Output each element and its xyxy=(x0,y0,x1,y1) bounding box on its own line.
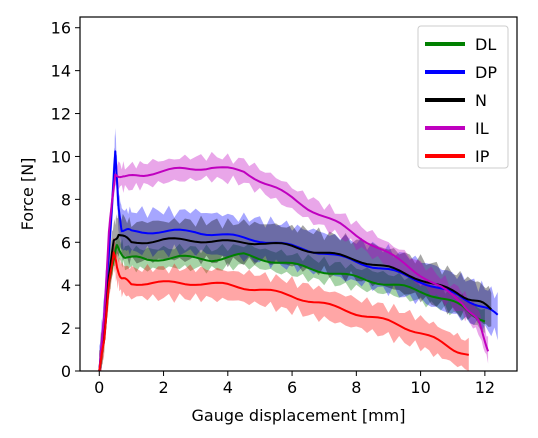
band-il xyxy=(99,151,489,371)
line-n xyxy=(98,233,492,372)
line-dp xyxy=(98,150,499,372)
plot-frame xyxy=(79,16,518,372)
line-ip xyxy=(98,251,469,372)
legend-label-il: IL xyxy=(475,119,489,138)
x-tick-label: 8 xyxy=(351,378,361,397)
y-tick-label: 2 xyxy=(61,319,71,338)
y-tick-label: 14 xyxy=(51,62,71,81)
y-tick-label: 16 xyxy=(51,19,71,38)
legend-label-ip: IP xyxy=(475,147,490,166)
y-tick-label: 4 xyxy=(61,276,71,295)
confidence-bands xyxy=(99,128,498,371)
legend-label-dp: DP xyxy=(475,63,497,82)
legend-box xyxy=(417,25,509,169)
y-tick-label: 0 xyxy=(61,362,71,381)
y-axis-label: Force [N] xyxy=(18,158,37,231)
y-axis-ticks: 0 2 4 6 8 10 12 14 16 xyxy=(51,19,80,381)
x-tick-label: 0 xyxy=(94,378,104,397)
y-tick-label: 6 xyxy=(61,233,71,252)
x-tick-label: 2 xyxy=(158,378,168,397)
band-n xyxy=(99,209,492,371)
x-tick-label: 6 xyxy=(287,378,297,397)
series-lines xyxy=(98,150,499,372)
band-dl xyxy=(99,234,485,371)
legend-label-dl: DL xyxy=(475,35,496,54)
x-axis-ticks: 0 2 4 6 8 10 12 xyxy=(94,371,495,397)
y-tick-label: 10 xyxy=(51,147,71,166)
band-ip xyxy=(99,237,469,371)
band-dp xyxy=(99,128,498,371)
x-tick-label: 10 xyxy=(410,378,430,397)
y-tick-label: 8 xyxy=(61,190,71,209)
legend: DL DP N IL IP xyxy=(417,25,509,169)
y-tick-label: 12 xyxy=(51,105,71,124)
x-tick-label: 12 xyxy=(475,378,495,397)
line-il xyxy=(98,166,490,372)
x-axis-label: Gauge displacement [mm] xyxy=(192,406,406,425)
legend-label-n: N xyxy=(475,91,487,110)
x-tick-label: 4 xyxy=(223,378,233,397)
